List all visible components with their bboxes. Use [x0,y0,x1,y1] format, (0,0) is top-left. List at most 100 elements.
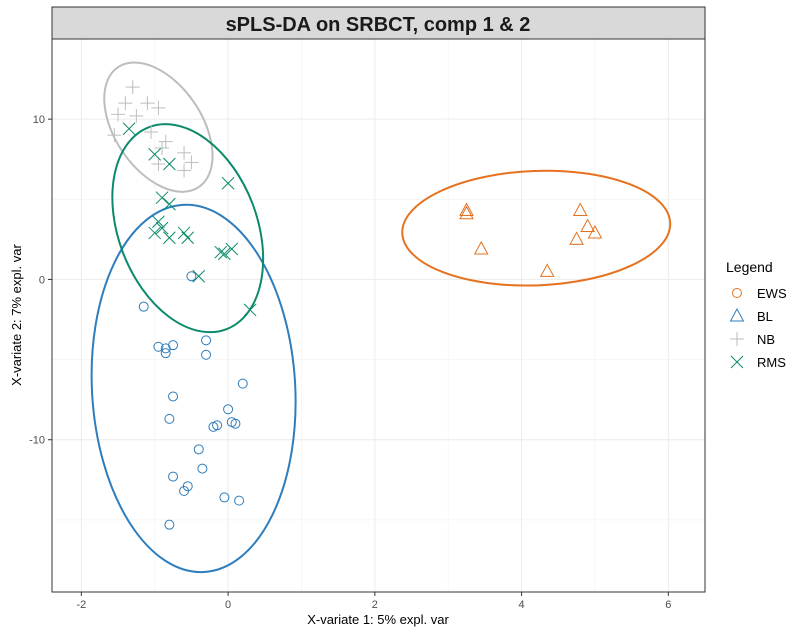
x-tick-label: -2 [76,599,86,611]
legend-item-nb: NB [730,332,775,347]
marker-triangle [572,202,588,217]
legend-label-bl: BL [757,309,773,324]
point-rms [152,215,165,229]
marker-x-b [155,221,169,235]
point-rms [163,231,176,245]
point-ews [201,335,212,346]
point-nb [177,145,192,160]
point-nb [144,124,159,139]
x-tick-label: 4 [519,599,525,611]
marker-x-b [730,355,744,369]
point-ews [168,391,179,402]
marker-circle [219,492,230,503]
marker-x-b [148,226,162,240]
point-ews [153,341,164,352]
point-rms [225,242,239,256]
point-nb [107,128,122,143]
point-nb [151,100,166,115]
point-ews [234,495,245,506]
marker-x-b [148,148,162,161]
marker-x-b [243,303,257,317]
marker-circle [230,418,241,429]
marker-circle [186,271,197,282]
point-nb [151,157,166,172]
plot-border [51,38,706,593]
point-bl [473,240,489,255]
point-nb [140,96,155,111]
point-ews [138,301,149,312]
point-ews [168,471,179,482]
point-ews [219,492,230,503]
marker-circle [732,288,742,298]
marker-circle [179,486,190,497]
ellipse-bl [401,169,672,287]
marker-x-b [155,191,169,205]
point-nb [155,140,170,155]
marker-triangle [459,205,474,220]
x-axis-title: X-variate 1: 5% expl. var [307,612,449,627]
marker-x-b [192,269,206,283]
point-nb [111,107,126,122]
point-bl [569,231,584,245]
point-bl [580,218,595,233]
title-strip [51,6,706,40]
legend-label-ews: EWS [757,286,787,301]
marker-x-b [181,231,195,245]
y-tick-label: -10 [29,435,45,447]
point-nb [118,96,133,111]
point-ews [230,418,241,429]
legend-item-rms: RMS [730,355,786,370]
marker-circle [208,421,219,432]
points [107,80,603,530]
legend-title: Legend [726,259,773,275]
marker-circle [160,343,171,354]
marker-x-b [218,247,231,261]
point-rms [243,303,257,317]
point-bl [539,263,555,277]
marker-circle [168,391,179,402]
marker-triangle [473,240,489,255]
point-ews [208,421,219,432]
chart-title: sPLS-DA on SRBCT, comp 1 & 2 [226,14,531,36]
marker-x-b [152,215,165,229]
point-ews [186,271,197,282]
legend-label-rms: RMS [757,355,786,370]
point-ews [179,486,190,497]
point-ews [164,519,175,530]
point-ews [160,343,171,354]
x-tick-label: 6 [665,599,671,611]
marker-x-b [225,242,239,256]
point-nb [125,80,140,95]
marker-x-b [221,176,235,190]
marker-circle [168,471,179,482]
marker-circle [160,348,171,359]
marker-circle [234,495,245,506]
marker-circle [164,519,175,530]
marker-triangle [729,307,745,322]
marker-circle [164,413,175,424]
marker-circle [138,301,149,312]
point-nb [177,163,192,178]
point-rms [155,221,169,235]
marker-x-b [163,157,176,171]
x-tick-label: 2 [372,599,378,611]
legend-key-ews [732,288,742,298]
point-rms [155,191,169,205]
y-tick-label: 0 [39,274,45,286]
y-tick-label: 10 [33,114,45,126]
point-bl [459,205,474,220]
point-rms [214,245,228,259]
point-ews [193,444,204,455]
point-rms [163,157,176,171]
point-ews [164,413,175,424]
plot-panel [51,38,706,593]
legend: Legend EWS BL NB RMS [726,259,787,370]
point-ews [160,348,171,359]
marker-circle [193,444,204,455]
marker-circle [237,378,248,389]
marker-circle [197,463,208,474]
ellipse-rms [111,123,265,334]
point-rms [192,269,206,283]
point-rms [148,148,162,161]
